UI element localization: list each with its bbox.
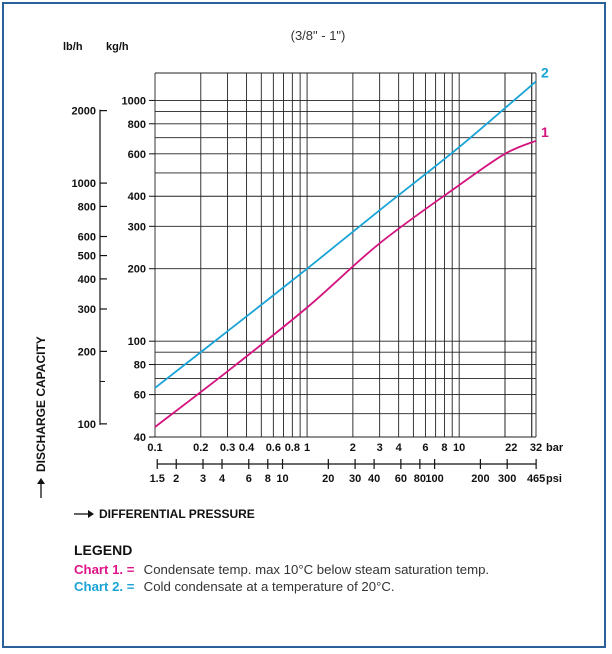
chart-axes [37, 99, 537, 518]
y-tick-label-lb: 100 [78, 419, 96, 431]
legend-text-chart-1: Condensate temp. max 10°C below steam sa… [143, 562, 490, 577]
chart-labels: 4060801002003004006008001000kg/h10020030… [34, 28, 564, 521]
x-tick-label-bar: 4 [396, 442, 403, 454]
x-tick-label-psi: 1.5 [150, 473, 165, 485]
x-tick-label-psi: 300 [498, 473, 516, 485]
x-tick-label-psi: 8 [265, 473, 271, 485]
y-tick-label-lb: 800 [78, 201, 96, 213]
series-label-1: 1 [541, 124, 549, 140]
x-tick-label-bar: 8 [441, 442, 447, 454]
x-tick-label-psi: 60 [395, 473, 407, 485]
x-tick-label-bar: 0.2 [193, 442, 208, 454]
legend-title: LEGEND [74, 542, 133, 558]
legend-key-chart-2: Chart 2. = [74, 579, 135, 594]
y-tick-label-lb: 1000 [72, 178, 96, 190]
x-tick-label-bar: 0.8 [285, 442, 300, 454]
x-tick-label-bar: 2 [350, 442, 356, 454]
x-unit-psi: psi [546, 473, 562, 485]
x-tick-label-bar: 0.6 [266, 442, 281, 454]
y-tick-label-lb: 400 [78, 274, 96, 286]
x-axis-title: DIFFERENTIAL PRESSURE [99, 507, 255, 521]
y-label-arrowhead [37, 478, 45, 484]
x-tick-label-bar: 3 [377, 442, 383, 454]
y-tick-label-kg: 40 [134, 432, 146, 444]
x-tick-label-psi: 20 [322, 473, 334, 485]
x-tick-label-psi: 3 [200, 473, 206, 485]
y-tick-label-kg: 200 [128, 264, 146, 276]
y-tick-label-kg: 80 [134, 360, 146, 372]
x-tick-label-bar: 22 [505, 442, 517, 454]
x-tick-label-bar: 0.1 [147, 442, 162, 454]
y-tick-label-lb: 200 [78, 346, 96, 358]
x-tick-label-bar: 0.3 [220, 442, 235, 454]
legend: LEGEND Chart 1. = Condensate temp. max 1… [74, 542, 604, 594]
y-unit-kg: kg/h [106, 41, 129, 53]
x-tick-label-psi: 465 [527, 473, 545, 485]
x-tick-label-psi: 10 [276, 473, 288, 485]
x-tick-label-bar: 1 [304, 442, 310, 454]
y-tick-label-kg: 600 [128, 149, 146, 161]
y-tick-label-kg: 300 [128, 221, 146, 233]
x-tick-label-psi: 100 [425, 473, 443, 485]
y-tick-label-lb: 500 [78, 251, 96, 263]
chart-title: (3/8" - 1") [291, 28, 346, 43]
x-tick-label-bar: 32 [530, 442, 542, 454]
legend-text-chart-2: Cold condensate at a temperature of 20°C… [143, 579, 395, 594]
x-tick-label-bar: 6 [422, 442, 428, 454]
series-line-2 [154, 80, 537, 389]
y-tick-label-kg: 100 [128, 336, 146, 348]
x-tick-label-psi: 4 [219, 473, 226, 485]
y-tick-label-kg: 60 [134, 390, 146, 402]
y-tick-label-lb: 600 [78, 232, 96, 244]
y-axis-title: DISCHARGE CAPACITY [34, 336, 48, 472]
x-tick-label-psi: 2 [173, 473, 179, 485]
legend-item-chart-2: Chart 2. = Cold condensate at a temperat… [74, 579, 604, 594]
y-tick-label-lb: 2000 [72, 106, 96, 118]
y-tick-label-kg: 1000 [122, 95, 146, 107]
y-tick-label-kg: 800 [128, 119, 146, 131]
chart-series: 12 [154, 64, 549, 428]
series-line-1 [154, 139, 537, 428]
legend-item-chart-1: Chart 1. = Condensate temp. max 10°C bel… [74, 562, 604, 577]
x-label-arrowhead [88, 510, 94, 518]
x-tick-label-bar: 10 [453, 442, 465, 454]
y-tick-label-kg: 400 [128, 191, 146, 203]
x-tick-label-psi: 30 [349, 473, 361, 485]
x-tick-label-psi: 200 [471, 473, 489, 485]
legend-key-chart-1: Chart 1. = [74, 562, 135, 577]
chart-grid [154, 72, 537, 438]
y-tick-label-lb: 300 [78, 304, 96, 316]
x-tick-label-bar: 0.4 [239, 442, 255, 454]
y-unit-lb: lb/h [63, 41, 83, 53]
series-label-2: 2 [541, 64, 549, 80]
x-unit-bar: bar [546, 442, 564, 454]
x-tick-label-psi: 80 [414, 473, 426, 485]
x-tick-label-psi: 6 [246, 473, 252, 485]
x-tick-label-psi: 40 [368, 473, 380, 485]
